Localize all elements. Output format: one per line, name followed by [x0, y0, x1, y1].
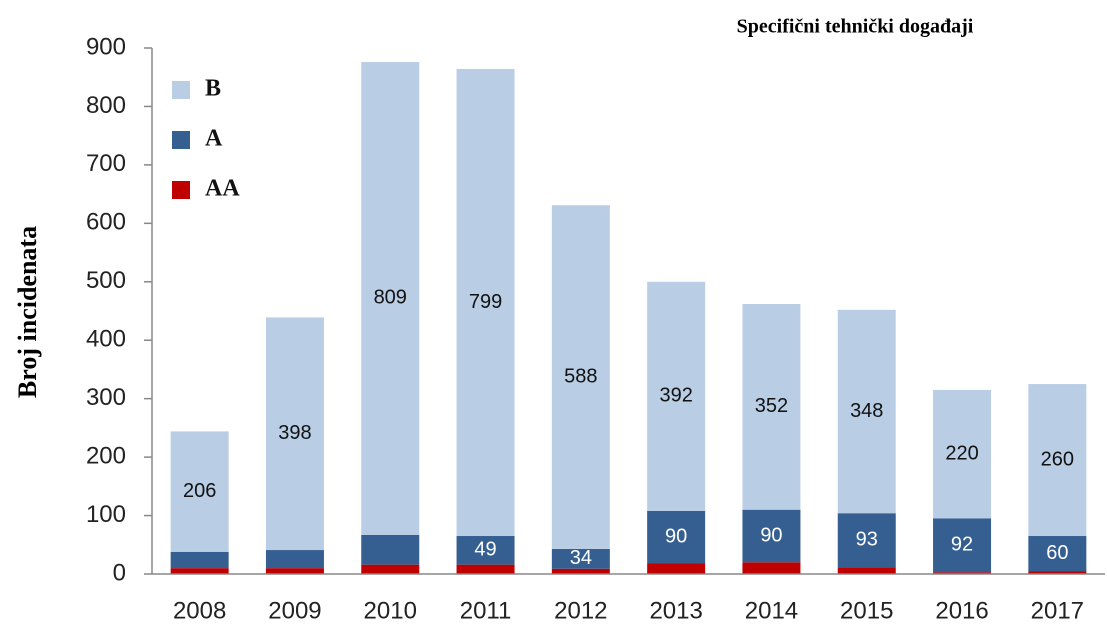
x-tick-label: 2017 — [1031, 597, 1084, 624]
bar-segment — [265, 317, 324, 551]
bar-segment — [456, 536, 515, 565]
x-tick-label: 2009 — [268, 597, 321, 624]
y-tick-label: 400 — [86, 326, 126, 353]
data-label: 92 — [951, 534, 973, 556]
data-label: 90 — [760, 524, 782, 546]
x-tick-label: 2010 — [364, 597, 417, 624]
x-tick-label: 2008 — [173, 597, 226, 624]
y-tick-label: 300 — [86, 384, 126, 411]
bar-segment — [647, 563, 706, 574]
data-label: 398 — [278, 422, 311, 444]
chart-title: Specifični tehnički događaji — [737, 16, 974, 38]
bar-segment — [647, 281, 706, 511]
data-label: 220 — [945, 442, 978, 464]
x-tick-label: 2013 — [649, 597, 702, 624]
bar-segment — [456, 69, 515, 537]
y-tick-label: 700 — [86, 150, 126, 177]
data-label: 206 — [183, 480, 216, 502]
legend-label: B — [205, 76, 221, 102]
data-label: 799 — [469, 291, 502, 313]
bar-segment — [837, 567, 896, 574]
y-tick-label: 600 — [86, 209, 126, 236]
y-tick-label: 0 — [113, 559, 126, 586]
bar-segment — [551, 205, 610, 549]
y-tick-label: 200 — [86, 442, 126, 469]
bar-segment — [265, 550, 324, 569]
bar-segment — [1028, 571, 1087, 574]
x-tick-label: 2012 — [554, 597, 607, 624]
bar-segment — [837, 513, 896, 568]
bar-segment — [742, 562, 801, 574]
bar-segment — [361, 564, 420, 574]
data-label: 352 — [755, 395, 788, 417]
legend-swatch — [172, 131, 190, 149]
x-tick-label: 2014 — [745, 597, 798, 624]
data-label: 60 — [1046, 542, 1068, 564]
data-label: 49 — [474, 539, 496, 561]
x-tick-label: 2011 — [460, 597, 512, 624]
bar-segment — [933, 389, 992, 519]
bar-segment — [265, 568, 324, 574]
bar-segment — [551, 548, 610, 569]
x-tick-label: 2015 — [840, 597, 893, 624]
bar-segment — [551, 568, 610, 574]
bar-segment — [742, 303, 801, 510]
bar-segment — [933, 518, 992, 573]
data-label: 34 — [570, 547, 592, 569]
bar-segment — [837, 309, 896, 514]
legend-swatch — [172, 181, 190, 199]
bar-segment — [456, 564, 515, 574]
y-tick-label: 100 — [86, 501, 126, 528]
bar-segment — [1028, 384, 1087, 537]
bar-segment — [742, 509, 801, 563]
y-tick-label: 800 — [86, 92, 126, 119]
y-tick-label: 500 — [86, 267, 126, 294]
legend-label: AA — [205, 176, 240, 202]
data-label: 392 — [659, 385, 692, 407]
x-tick-label: 2016 — [935, 597, 988, 624]
data-label: 588 — [564, 365, 597, 387]
bar-segment — [170, 568, 229, 574]
legend-label: A — [205, 126, 223, 152]
bar-segment — [170, 551, 229, 569]
data-label: 809 — [374, 287, 407, 309]
bar-segment — [361, 62, 420, 535]
data-label: 90 — [665, 525, 687, 547]
bar-segment — [170, 431, 229, 552]
bar-segment — [1028, 536, 1087, 572]
data-label: 260 — [1041, 448, 1074, 470]
data-label: 348 — [850, 400, 883, 422]
legend-swatch — [172, 81, 190, 99]
bar-segment — [361, 534, 420, 565]
data-label: 93 — [856, 529, 878, 551]
bar-segment — [933, 572, 992, 574]
bar-segment — [647, 510, 706, 564]
y-axis-label: Broj incidenata — [13, 226, 42, 398]
y-tick-label: 900 — [86, 33, 126, 60]
